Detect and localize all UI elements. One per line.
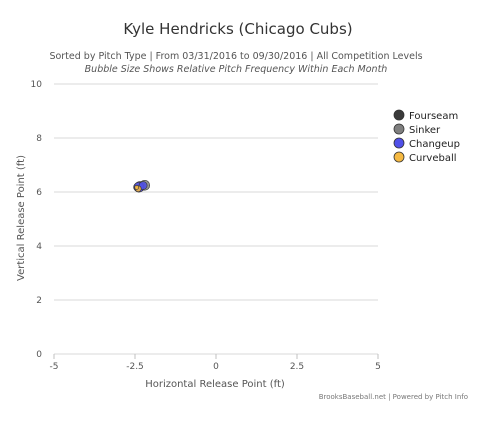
- legend: Fourseam Sinker Changeup Curveball: [393, 109, 460, 164]
- legend-label-changeup[interactable]: Changeup: [409, 139, 460, 150]
- legend-marker-changeup[interactable]: [393, 137, 405, 149]
- x-tick-label: -2.5: [126, 362, 144, 372]
- x-tick-label: -5: [50, 362, 59, 372]
- chart-subtitle-note: Bubble Size Shows Relative Pitch Frequen…: [85, 64, 388, 75]
- y-tick-labels: 0 2 4 6 8 10: [31, 80, 43, 360]
- x-tick-label: 5: [375, 362, 381, 372]
- chart-title: Kyle Hendricks (Chicago Cubs): [123, 20, 352, 38]
- y-axis-title: Vertical Release Point (ft): [16, 155, 27, 281]
- y-tick-label: 4: [36, 242, 42, 252]
- chart-credits: BrooksBaseball.net | Powered by Pitch In…: [319, 393, 468, 401]
- legend-label-fourseam[interactable]: Fourseam: [409, 111, 458, 122]
- x-tick-label: 2.5: [290, 362, 304, 372]
- x-tick-label: 0: [213, 362, 219, 372]
- x-axis-title: Horizontal Release Point (ft): [145, 379, 285, 390]
- legend-marker-sinker[interactable]: [393, 123, 405, 135]
- legend-label-curveball[interactable]: Curveball: [409, 153, 457, 164]
- x-tick-labels: -5 -2.5 0 2.5 5: [50, 354, 381, 372]
- data-points: [133, 179, 151, 193]
- y-tick-label: 2: [36, 296, 42, 306]
- legend-marker-curveball[interactable]: [393, 151, 405, 163]
- y-tick-label: 8: [36, 134, 42, 144]
- y-tick-label: 6: [36, 188, 42, 198]
- y-tick-label: 0: [36, 350, 42, 360]
- legend-label-sinker[interactable]: Sinker: [409, 125, 441, 136]
- chart-subtitle: Sorted by Pitch Type | From 03/31/2016 t…: [49, 51, 422, 62]
- point-curveball[interactable]: [134, 185, 139, 190]
- y-tick-label: 10: [31, 80, 43, 90]
- legend-marker-fourseam[interactable]: [393, 109, 405, 121]
- grid-lines: [54, 83, 378, 355]
